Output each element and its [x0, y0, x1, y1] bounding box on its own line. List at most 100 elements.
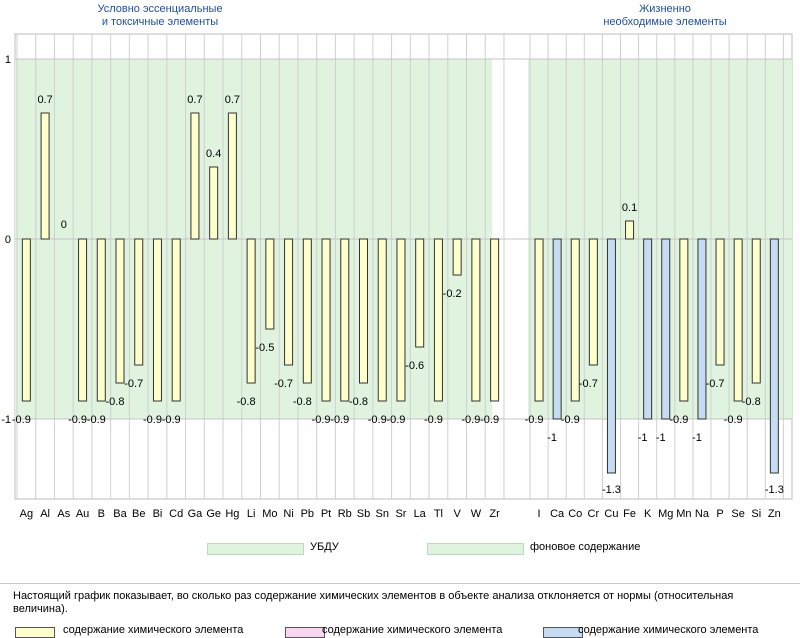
bar-W — [471, 238, 481, 402]
value-label-Mg: -1 — [656, 432, 666, 444]
bar-Si — [751, 238, 761, 384]
x-tick-label-Cu: Cu — [604, 508, 618, 520]
bar-Be — [134, 238, 144, 366]
value-label-Ba: -0.8 — [106, 396, 125, 408]
value-label-Rb: -0.9 — [330, 414, 349, 426]
value-label-Ag: -0.9 — [12, 414, 31, 426]
value-label-Cd: -0.9 — [162, 414, 181, 426]
x-tick-label-Au: Au — [76, 508, 89, 520]
bar-Mg — [661, 238, 671, 420]
x-tick-label-Sb: Sb — [357, 508, 370, 520]
bar-Bi — [152, 238, 162, 402]
x-tick-label-Tl: Tl — [434, 508, 443, 520]
x-tick-label-V: V — [453, 508, 461, 520]
value-label-Ni: -0.7 — [274, 378, 293, 390]
value-label-Ga: 0.7 — [187, 94, 202, 106]
note-divider — [0, 583, 800, 584]
value-label-La: -0.6 — [405, 360, 424, 372]
x-tick-label-Ga: Ga — [188, 508, 204, 520]
value-label-Mo: -0.5 — [255, 342, 274, 354]
x-tick-label-Se: Se — [731, 508, 744, 520]
x-tick-label-Na: Na — [695, 508, 710, 520]
legend-swatch-ubdu — [207, 543, 304, 555]
x-tick-label-Cr: Cr — [588, 508, 600, 520]
value-label-Al: 0.7 — [37, 94, 52, 106]
x-tick-label-Sn: Sn — [376, 508, 389, 520]
bar-Ca — [552, 238, 562, 420]
x-tick-label-K: K — [644, 508, 652, 520]
x-tick-label-Ni: Ni — [283, 508, 293, 520]
bar-B — [96, 238, 106, 402]
legend-label-ubdu: УБДУ — [310, 541, 339, 553]
y-tick-label: 1 — [5, 54, 11, 66]
value-label-Pb: -0.8 — [293, 396, 312, 408]
bar-Cd — [171, 238, 181, 402]
x-tick-label-Pt: Pt — [321, 508, 331, 520]
value-label-Pt: -0.9 — [312, 414, 331, 426]
chart: 10-1 -0.9Ag0.7Al0As-0.9Au-0.9B-0.8Ba-0.7B… — [1, 33, 793, 520]
value-label-Si: -0.8 — [742, 396, 761, 408]
bar-Na — [697, 238, 707, 420]
bar-Mn — [679, 238, 689, 402]
value-label-Au: -0.9 — [68, 414, 87, 426]
bottom-legend-label-3: содержание химического элемента — [578, 624, 759, 636]
x-tick-label-Ge: Ge — [206, 508, 221, 520]
value-label-Na: -1 — [692, 432, 702, 444]
value-label-Ca: -1 — [547, 432, 557, 444]
x-tick-label-Be: Be — [132, 508, 145, 520]
bar-Hg — [227, 112, 237, 240]
bar-Sr — [396, 238, 406, 402]
x-tick-label-Al: Al — [40, 508, 50, 520]
bar-Se — [733, 238, 743, 402]
value-label-B: -0.9 — [87, 414, 106, 426]
bar-Sn — [377, 238, 387, 402]
bar-Au — [78, 238, 88, 402]
x-tick-label-Zr: Zr — [489, 508, 500, 520]
y-tick-label: 0 — [5, 234, 11, 246]
x-tick-label-Bi: Bi — [153, 508, 163, 520]
x-tick-label-Pb: Pb — [301, 508, 314, 520]
x-tick-label-Zn: Zn — [768, 508, 781, 520]
x-tick-label-Ag: Ag — [20, 508, 33, 520]
x-tick-label-Hg: Hg — [225, 508, 239, 520]
bar-Ga — [190, 112, 200, 240]
group-title-vital: Жизненно необходимые элементы — [603, 3, 727, 28]
value-label-As: 0 — [61, 219, 67, 231]
x-tick-label-Co: Co — [568, 508, 582, 520]
bar-Ni — [284, 238, 294, 366]
bottom-legend-swatch-pink — [285, 627, 325, 638]
x-tick-label-Cd: Cd — [169, 508, 183, 520]
value-label-P: -0.7 — [706, 378, 725, 390]
bar-Cr — [588, 238, 598, 366]
bar-La — [415, 238, 425, 348]
x-tick-label-Ba: Ba — [113, 508, 127, 520]
bar-Zr — [490, 238, 500, 402]
note-text: Настоящий график показывает, во сколько … — [13, 590, 734, 615]
bar-Pt — [321, 238, 331, 402]
x-tick-label-Li: Li — [247, 508, 256, 520]
value-label-Zn: -1.3 — [765, 484, 784, 496]
value-label-Ge: 0.4 — [206, 148, 221, 160]
bar-Cu — [606, 238, 616, 474]
x-tick-label-B: B — [98, 508, 105, 520]
x-tick-label-Rb: Rb — [338, 508, 352, 520]
value-label-Tl: -0.9 — [424, 414, 443, 426]
value-label-Li: -0.8 — [237, 396, 256, 408]
bar-Pb — [302, 238, 312, 384]
value-label-Cr: -0.7 — [579, 378, 598, 390]
value-label-Cu: -1.3 — [602, 484, 621, 496]
value-label-Be: -0.7 — [124, 378, 143, 390]
value-label-I: -0.9 — [525, 414, 544, 426]
value-label-Se: -0.9 — [724, 414, 743, 426]
value-label-Fe: 0.1 — [622, 202, 637, 214]
bottom-legend-label-2: содержание химического элемента — [322, 624, 503, 636]
bar-Fe — [625, 220, 635, 240]
x-tick-label-La: La — [414, 508, 427, 520]
x-tick-label-Mn: Mn — [676, 508, 691, 520]
note-panel — [0, 583, 800, 636]
bottom-legend-swatch-yellow — [15, 627, 55, 638]
value-label-Hg: 0.7 — [225, 94, 240, 106]
value-label-Mn: -0.9 — [669, 414, 688, 426]
bottom-legend-swatch-blue — [543, 627, 583, 638]
x-tick-label-W: W — [471, 508, 482, 520]
